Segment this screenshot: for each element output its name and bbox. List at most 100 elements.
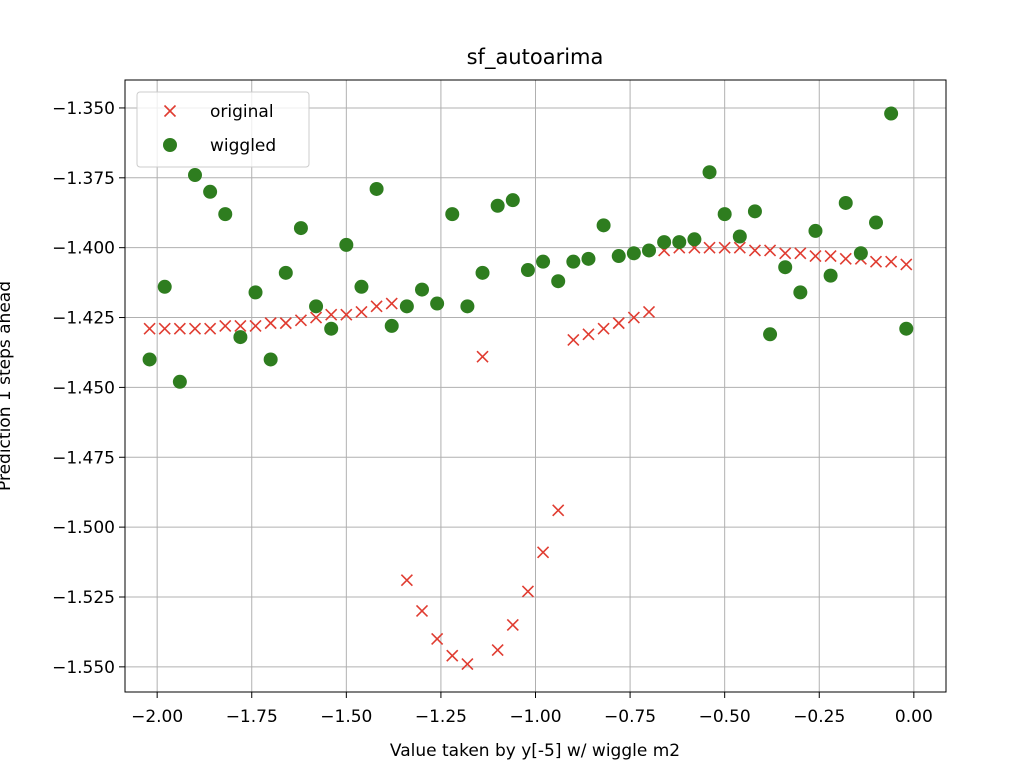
wiggled-point (233, 330, 248, 345)
original-point (491, 644, 504, 657)
x-marker-stroke (309, 311, 323, 324)
original-point (582, 328, 595, 341)
original-point (885, 255, 898, 268)
wiggled-point (369, 181, 384, 196)
original-point (355, 305, 368, 319)
original-point (627, 311, 640, 324)
wiggled-point (248, 285, 263, 300)
wiggled-point (430, 296, 445, 311)
chart-title: sf_autoarima (467, 45, 604, 70)
legend-box (136, 91, 310, 168)
wiggled-point (490, 198, 505, 213)
original-point (521, 585, 534, 598)
x-marker-stroke (355, 305, 368, 319)
y-axis-label: Prediction 1 steps ahead (0, 281, 15, 491)
x-marker-stroke (718, 241, 731, 254)
x-tick-label: −0.75 (604, 707, 656, 727)
original-point (158, 322, 171, 335)
x-marker-stroke (325, 308, 338, 321)
y-tick-label: −1.525 (52, 588, 115, 608)
original-point (264, 317, 277, 330)
x-marker-stroke (385, 297, 398, 310)
x-tick-label: −0.25 (793, 707, 845, 727)
wiggled-point (384, 318, 399, 333)
original-point (824, 249, 837, 263)
wiggled-point (399, 299, 414, 314)
wiggled-point (763, 327, 778, 342)
original-point (839, 252, 852, 265)
x-marker-stroke (491, 644, 504, 657)
axis-ticks: −2.00 −1.75 −1.50 −1.25 −1.00 −0.75 −0.50 −0.25… (52, 99, 933, 727)
original-point (204, 322, 217, 335)
y-tick-label: −1.400 (52, 239, 115, 259)
original-point (340, 308, 353, 321)
x-tick-label: −1.50 (320, 707, 372, 727)
wiggled-point (536, 254, 551, 269)
legend-label-wiggled: wiggled (210, 136, 276, 156)
x-axis-label: Value taken by y[-5] w/ wiggle m2 (390, 741, 680, 761)
x-marker-stroke (461, 657, 474, 671)
original-point (249, 319, 262, 332)
original-point (385, 297, 398, 310)
x-marker-stroke (627, 311, 640, 324)
x-marker-stroke (885, 255, 898, 268)
x-tick-label: −1.25 (415, 707, 467, 727)
original-point (400, 574, 413, 587)
x-marker-stroke (582, 328, 595, 341)
wiggled-point (551, 274, 566, 289)
wiggled-point (263, 352, 278, 367)
wiggled-point (793, 285, 808, 300)
original-point (173, 322, 186, 335)
wiggled-point (203, 184, 218, 199)
x-tick-label: −0.50 (699, 707, 751, 727)
wiggled-point (218, 207, 233, 222)
wiggled-point (520, 263, 535, 278)
x-marker-stroke (537, 546, 550, 559)
original-point (476, 350, 489, 363)
x-marker-stroke (415, 604, 429, 618)
original-point (294, 314, 307, 327)
plot-frame (124, 79, 947, 693)
x-marker-stroke (163, 104, 177, 118)
wiggled-point (596, 218, 611, 233)
original-point (446, 649, 459, 662)
x-marker-stroke (370, 300, 383, 313)
x-marker-stroke (900, 258, 913, 271)
wiggled-point (853, 246, 868, 261)
y-tick-label: −1.475 (52, 448, 115, 468)
x-marker-stroke (188, 322, 202, 335)
original-point (143, 322, 156, 335)
wiggled-point (172, 374, 187, 389)
x-marker-stroke (294, 314, 307, 327)
original-point (612, 317, 625, 330)
wiggled-point (672, 235, 687, 250)
x-tick-label: 0.00 (895, 707, 933, 727)
legend-x-marker (163, 104, 177, 118)
original-point (703, 241, 716, 254)
original-point (869, 255, 883, 268)
wiggled-point (687, 232, 702, 247)
y-tick-label: −1.550 (52, 658, 115, 678)
legend-label-original: original (210, 102, 274, 122)
x-marker-stroke (173, 322, 186, 335)
original-point (234, 319, 247, 332)
y-tick-label: −1.375 (52, 169, 115, 189)
x-marker-stroke (279, 317, 292, 330)
original-point (537, 546, 550, 559)
original-point (809, 249, 822, 263)
wiggled-point (884, 106, 899, 121)
wiggled-point (657, 235, 672, 250)
original-point (188, 322, 202, 335)
original-point (415, 604, 429, 618)
wiggled-point (142, 352, 157, 367)
original-point (597, 322, 610, 335)
wiggled-point (445, 207, 460, 222)
x-marker-stroke (642, 305, 656, 319)
original-point (900, 258, 913, 271)
wiggled-point (778, 260, 793, 275)
wiggled-point (187, 168, 202, 183)
original-point (642, 305, 656, 319)
wiggled-point (702, 165, 717, 180)
